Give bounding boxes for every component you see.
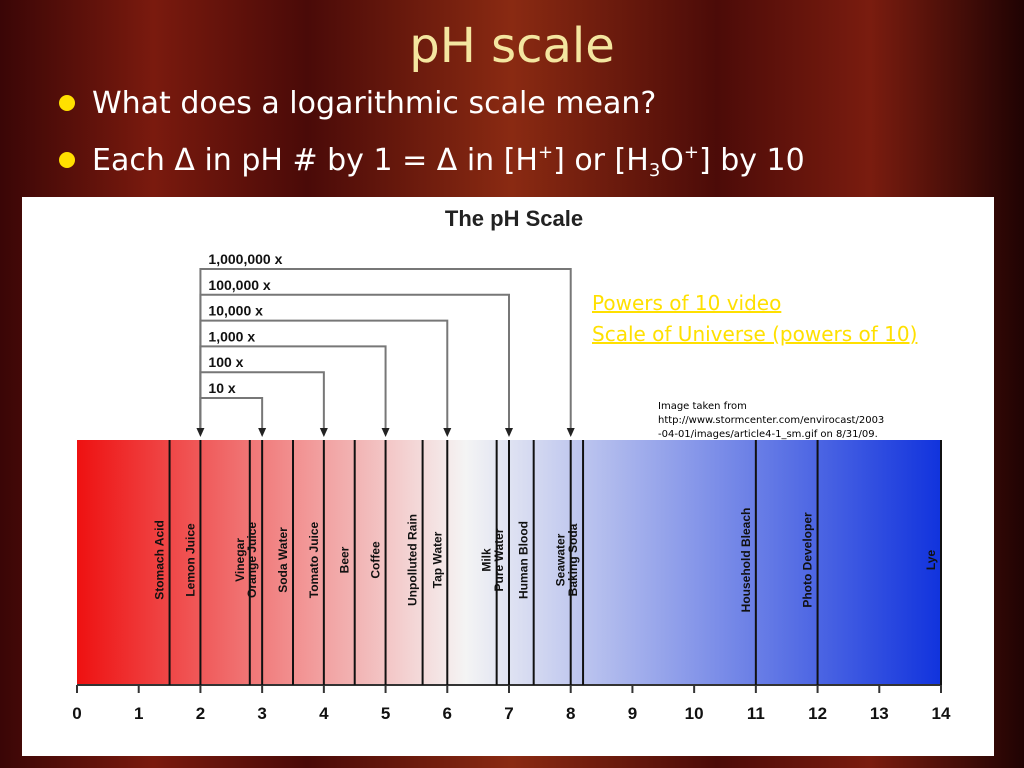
arrow-head [443, 428, 452, 437]
x-tick-label: 14 [932, 704, 951, 723]
arrow-head [505, 428, 513, 437]
bullet: Each Δ in pH # by 1 = Δ in [H+] or [H3O+… [92, 142, 805, 181]
substance-label: Coffee [369, 541, 383, 579]
credit-line: Image taken from [658, 401, 747, 412]
substance-label: Tomato Juice [307, 521, 321, 598]
superscript: + [538, 142, 553, 163]
substance-label: Baking Soda [566, 523, 580, 596]
bracket [199, 268, 572, 430]
substance-label: Human Blood [517, 521, 531, 599]
chart-title: The pH Scale [445, 206, 583, 231]
bullet: What does a logarithmic scale mean? [92, 86, 656, 121]
bullet-text: O [660, 143, 684, 178]
x-tick-label: 2 [196, 704, 205, 723]
bullet-text: ] by 10 [699, 143, 805, 178]
substance-label: Pure Water [492, 528, 506, 591]
credit-line: -04-01/images/article4-1_sm.gif on 8/31/… [658, 429, 878, 440]
x-tick-label: 10 [685, 704, 704, 723]
x-tick-label: 8 [566, 704, 575, 723]
substance-label: Orange Juice [245, 522, 259, 598]
bracket-label: 1,000 x [208, 328, 255, 344]
arrow-head [319, 428, 328, 437]
link[interactable]: Scale of Universe (powers of 10) [592, 322, 917, 346]
superscript: + [684, 142, 699, 163]
x-tick-label: 0 [72, 704, 81, 723]
x-tick-label: 13 [870, 704, 889, 723]
subscript: 3 [649, 160, 660, 181]
substance-label: Beer [338, 546, 352, 573]
bullet-dot [59, 95, 75, 111]
bullet-text: ] or [H [553, 143, 649, 178]
arrow-head [566, 428, 575, 437]
bracket-label: 100,000 x [208, 277, 270, 293]
bracket-label: 1,000,000 x [208, 251, 282, 267]
arrow-head [258, 428, 267, 437]
substance-label: Household Bleach [739, 508, 753, 613]
substance-label: Lye [924, 550, 938, 571]
bracket-label: 100 x [208, 354, 243, 370]
x-tick-label: 4 [319, 704, 329, 723]
bullet-text: Each Δ in pH # by 1 = Δ in [H [92, 143, 538, 178]
x-tick-label: 1 [134, 704, 143, 723]
substance-label: Stomach Acid [153, 520, 167, 600]
substance-label: Unpolluted Rain [406, 514, 420, 606]
substance-label: Tap Water [430, 531, 444, 588]
x-tick-label: 3 [257, 704, 266, 723]
substance-label: Lemon Juice [183, 523, 197, 597]
x-tick-label: 9 [628, 704, 637, 723]
substance-label: Seawater [554, 533, 568, 586]
slide-title: pH scale [409, 18, 615, 74]
bullet-dot [59, 152, 75, 168]
arrow-head [196, 428, 205, 437]
bullet-text: What does a logarithmic scale mean? [92, 86, 656, 121]
x-tick-label: 12 [808, 704, 827, 723]
bracket-label: 10 x [208, 380, 235, 396]
substance-label: Photo Developer [801, 512, 815, 608]
credit-line: http://www.stormcenter.com/envirocast/20… [658, 415, 884, 426]
x-tick-label: 6 [443, 704, 452, 723]
arrow-head [381, 428, 390, 437]
substance-label: Milk [480, 548, 494, 572]
x-tick-label: 11 [747, 704, 765, 723]
substance-label: Vinegar [233, 538, 247, 582]
bracket-label: 10,000 x [208, 303, 263, 319]
x-tick-label: 7 [504, 704, 513, 723]
x-tick-label: 5 [381, 704, 390, 723]
substance-label: Soda Water [276, 527, 290, 593]
link[interactable]: Powers of 10 video [592, 291, 781, 315]
